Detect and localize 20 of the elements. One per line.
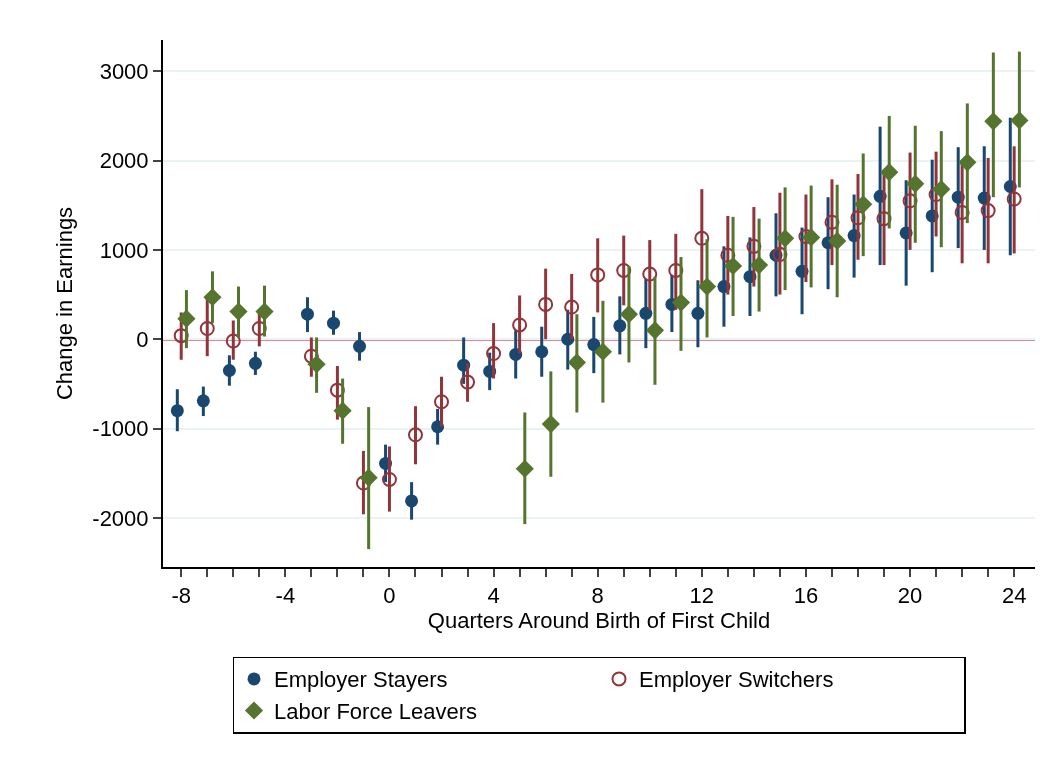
x-tick-label: 4 bbox=[487, 583, 500, 609]
y-axis-title: Change in Earnings bbox=[51, 206, 77, 401]
y-tick-label: 1000 bbox=[99, 237, 149, 263]
legend-label: Employer Switchers bbox=[639, 667, 834, 693]
y-tick-label: 2000 bbox=[99, 148, 149, 174]
x-tick-label: 16 bbox=[793, 583, 819, 609]
x-tick-label: 12 bbox=[689, 583, 715, 609]
x-tick-label: -4 bbox=[275, 583, 296, 609]
y-tick-label: -1000 bbox=[92, 416, 149, 442]
x-tick-label: 8 bbox=[591, 583, 604, 609]
legend-label: Employer Stayers bbox=[274, 667, 448, 693]
x-axis-title: Quarters Around Birth of First Child bbox=[427, 608, 771, 634]
y-tick-label: 0 bbox=[136, 326, 149, 352]
x-tick-label: 20 bbox=[897, 583, 923, 609]
x-tick-label: 0 bbox=[383, 583, 396, 609]
y-tick-label: 3000 bbox=[99, 58, 149, 84]
x-tick-label: -8 bbox=[171, 583, 191, 609]
x-tick-label: 24 bbox=[1001, 583, 1027, 609]
legend-label: Labor Force Leavers bbox=[274, 699, 477, 725]
y-tick-label: -2000 bbox=[92, 505, 149, 531]
